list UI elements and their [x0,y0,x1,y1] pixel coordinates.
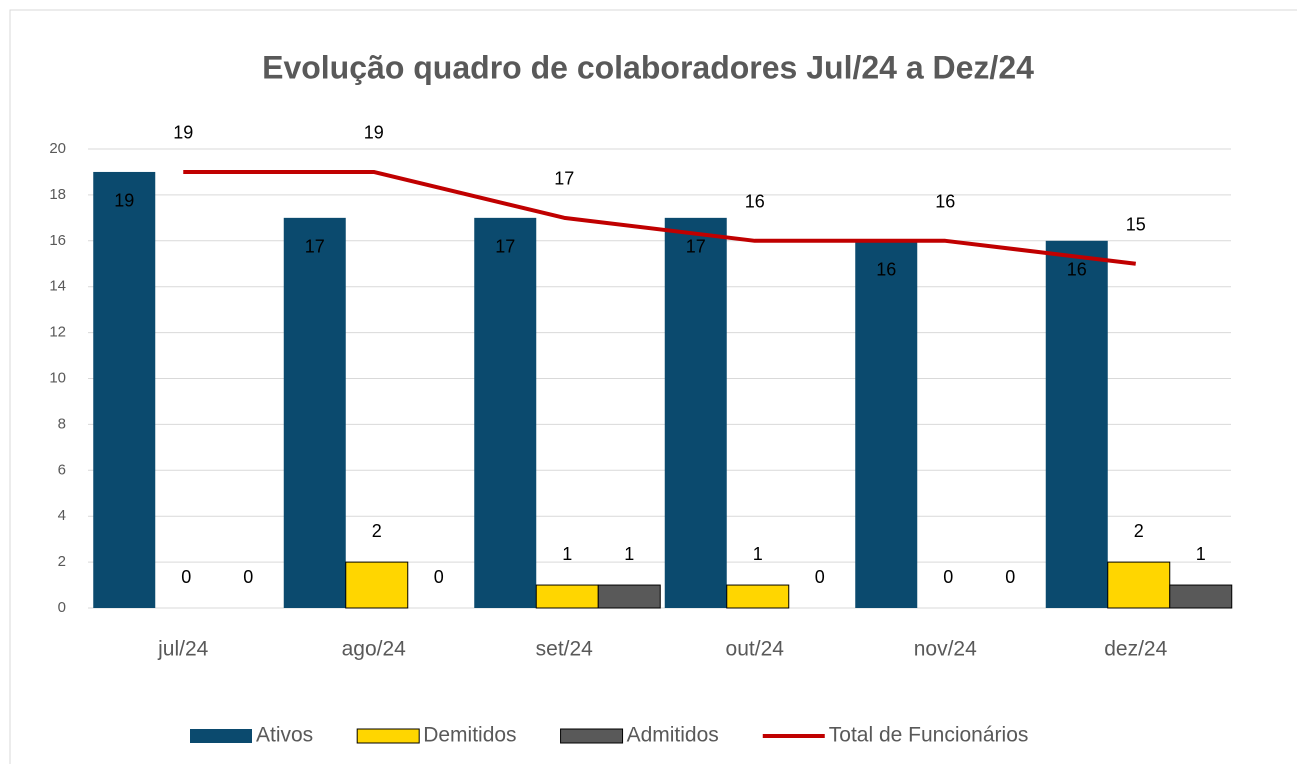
data-label: 16 [1067,260,1087,280]
data-label: 1 [753,544,763,564]
bar [283,217,346,608]
data-label: 16 [745,192,765,212]
data-label: 0 [815,567,825,587]
y-tick-label: 0 [58,599,66,616]
x-tick-label: nov/24 [914,638,977,661]
data-label: 17 [495,237,515,257]
legend-swatch [190,729,252,743]
y-tick-label: 16 [49,232,66,249]
data-label: 2 [1134,521,1144,541]
y-tick-label: 20 [49,140,66,157]
chart-title: Evolução quadro de colaboradores Jul/24 … [262,49,1034,85]
y-tick-label: 10 [49,369,66,386]
y-tick-label: 12 [49,324,66,341]
line [183,169,1136,266]
data-label: 0 [434,567,444,587]
bar [855,240,918,609]
y-tick-label: 8 [58,415,66,432]
bar [1107,561,1171,609]
x-tick-label: out/24 [726,638,785,661]
data-label: 17 [305,237,325,257]
bar [1169,584,1233,609]
y-tick-label: 6 [58,461,66,478]
data-label: 19 [114,191,134,211]
legend-label: Total de Funcionários [829,724,1029,747]
bar [93,171,156,608]
data-label: 1 [562,544,572,564]
bar [345,561,409,609]
data-label: 2 [372,521,382,541]
data-label: 16 [935,192,955,212]
data-label: 16 [876,260,896,280]
bar [726,584,790,609]
data-label: 17 [554,169,574,189]
x-tick-label: jul/24 [157,638,209,661]
data-label: 1 [1196,544,1206,564]
legend-label: Admitidos [627,724,719,747]
data-label: 19 [173,123,193,143]
bar [664,217,727,608]
data-label: 0 [243,567,253,587]
bar [474,217,537,608]
x-tick-label: set/24 [536,638,594,661]
data-label: 19 [364,123,384,143]
legend-label: Demitidos [423,724,516,747]
bar [597,584,661,609]
y-tick-label: 18 [49,186,66,203]
data-label: 15 [1126,215,1146,235]
legend-swatch [560,728,624,744]
bar [535,584,599,609]
x-tick-label: dez/24 [1104,638,1167,661]
data-label: 0 [943,567,953,587]
y-tick-label: 4 [58,507,66,524]
bar [1045,240,1108,609]
y-tick-label: 2 [58,553,66,570]
data-label: 1 [624,544,634,564]
data-label: 17 [686,237,706,257]
y-tick-label: 14 [49,278,66,295]
legend-label: Ativos [256,724,313,747]
x-tick-label: ago/24 [342,638,407,661]
legend-swatch [356,728,420,744]
data-label: 0 [181,567,191,587]
data-label: 0 [1005,567,1015,587]
